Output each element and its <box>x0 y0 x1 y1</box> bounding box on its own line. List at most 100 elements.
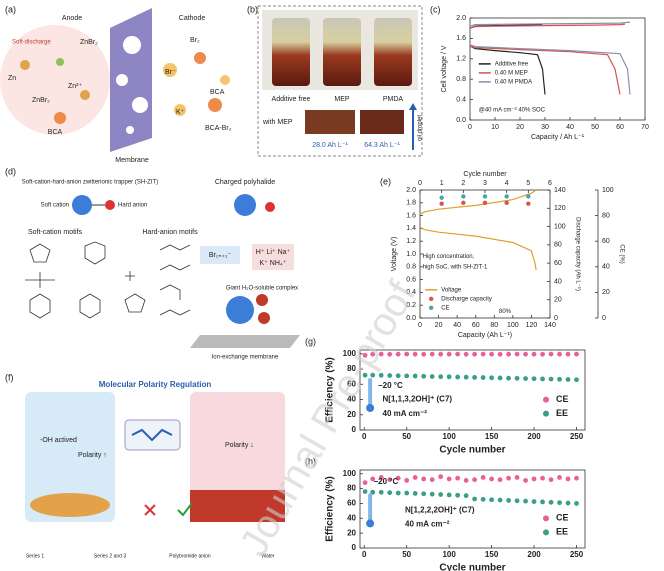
data-point <box>463 351 469 357</box>
data-point <box>463 478 469 483</box>
data-point <box>421 476 427 482</box>
panel-frame <box>257 5 423 157</box>
data-point <box>404 490 410 496</box>
y-tick-label: 100 <box>343 469 357 478</box>
x-tick-label: 40 <box>566 124 574 131</box>
legend-swatch <box>429 305 434 311</box>
y-tick-label: 1.8 <box>406 200 416 207</box>
data-point <box>461 194 466 199</box>
anion-icon <box>105 200 115 210</box>
x-tick-label: 70 <box>641 124 649 131</box>
membrane-shape <box>110 8 152 152</box>
data-point <box>378 489 384 495</box>
series-line <box>469 21 631 95</box>
y-tick-label: 40 <box>554 278 562 285</box>
pore <box>132 97 148 113</box>
cation-list: H⁺ Li⁺ Na⁺ <box>256 249 291 256</box>
molecule <box>131 428 173 442</box>
plot-frame <box>469 17 646 121</box>
ion <box>220 75 230 85</box>
arrow-label: oil droplet <box>418 115 424 141</box>
panel-title: Soft-cation-hard-anion zwitterionic trap… <box>22 180 158 186</box>
data-point <box>362 480 368 486</box>
anion-icon <box>256 294 268 306</box>
data-point <box>362 372 368 378</box>
x2-axis-label: Cycle number <box>463 171 507 178</box>
data-point <box>362 489 368 494</box>
data-point <box>506 351 511 357</box>
region <box>25 392 115 522</box>
data-point <box>446 492 452 498</box>
check-icon <box>177 502 193 517</box>
data-point <box>548 376 554 382</box>
data-point <box>378 351 384 357</box>
annotation: high SoC, with SH-ZIT-1 <box>423 264 488 270</box>
panel-f: (f) Molecular Polarity Regulation -OH ac… <box>5 372 285 559</box>
y-tick-label: 0 <box>352 543 357 552</box>
data-point <box>489 351 495 357</box>
y-tick-label: 60 <box>602 238 610 245</box>
data-point <box>446 351 452 357</box>
data-point <box>429 477 435 483</box>
soft-cation-label: Soft cation <box>41 203 69 209</box>
data-point <box>482 200 488 205</box>
data-point <box>565 351 571 357</box>
hard-anion-label: Hard anion <box>118 203 147 209</box>
data-point <box>523 478 528 483</box>
region <box>190 490 285 522</box>
y-tick-label: 1.6 <box>406 212 416 219</box>
data-point <box>387 351 393 357</box>
data-point <box>574 377 579 383</box>
species: Br⁻ <box>165 69 176 76</box>
data-point <box>548 499 554 505</box>
data-point <box>574 351 579 357</box>
thermometer <box>366 404 375 412</box>
data-point <box>480 351 486 357</box>
vial-label: Additive free <box>272 96 311 103</box>
data-point <box>463 374 469 380</box>
species: BCA-Br₂ <box>205 125 232 132</box>
species: ZnBr₂ <box>80 39 98 46</box>
x-tick-label: 200 <box>527 432 541 441</box>
complex-label: Giant H₂O-soluble complex <box>226 286 298 292</box>
y-tick-label: 60 <box>554 260 562 267</box>
thermometer <box>368 378 373 406</box>
data-point <box>429 491 435 497</box>
panel-label: (c) <box>430 4 441 14</box>
data-point <box>446 476 452 482</box>
legend-label: Series 2 and 3 <box>94 553 126 559</box>
panel-b: (b) Additive free MEP PMDA with MEP 28.0… <box>247 4 424 157</box>
plot-frame <box>359 469 586 549</box>
data-point <box>540 376 545 382</box>
data-point <box>387 490 393 496</box>
x-tick-label: 30 <box>541 124 549 131</box>
y-tick-label: 100 <box>602 187 614 194</box>
y3-axis-label: CE (%) <box>618 244 624 263</box>
polyhalide-label: Charged polyhalide <box>215 179 275 186</box>
x-tick-label: 1 <box>440 180 444 187</box>
data-point <box>565 476 571 482</box>
data-point <box>412 373 418 379</box>
annotation: 40 mA cm⁻² <box>405 520 450 529</box>
y-tick-label: 0.6 <box>406 276 416 283</box>
data-point <box>540 475 545 481</box>
species: BCA <box>48 129 63 136</box>
polarity-label: Polarity ↓ <box>225 442 254 449</box>
legend-label: CE <box>441 305 449 311</box>
x-tick-label: 10 <box>491 124 499 131</box>
y-tick-label: 0 <box>602 315 606 322</box>
anode-glow <box>0 25 110 135</box>
pore <box>116 74 128 86</box>
data-point <box>421 491 427 497</box>
complex-icon <box>226 296 254 324</box>
data-point <box>514 498 520 504</box>
y-tick-label: 20 <box>347 528 356 537</box>
membrane-label: Membrane <box>115 157 149 164</box>
data-point <box>531 499 537 504</box>
y-tick-label: 20 <box>554 297 562 304</box>
data-point <box>531 351 537 357</box>
data-point <box>378 475 384 480</box>
data-point <box>482 194 488 199</box>
data-point <box>565 500 571 506</box>
